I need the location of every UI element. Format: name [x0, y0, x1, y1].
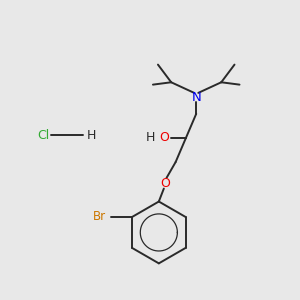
Text: H: H — [87, 129, 96, 142]
Text: H: H — [146, 131, 156, 144]
Text: Cl: Cl — [38, 129, 50, 142]
Text: N: N — [191, 91, 201, 104]
Text: O: O — [159, 131, 169, 144]
Text: Br: Br — [92, 211, 106, 224]
Text: O: O — [160, 177, 170, 190]
